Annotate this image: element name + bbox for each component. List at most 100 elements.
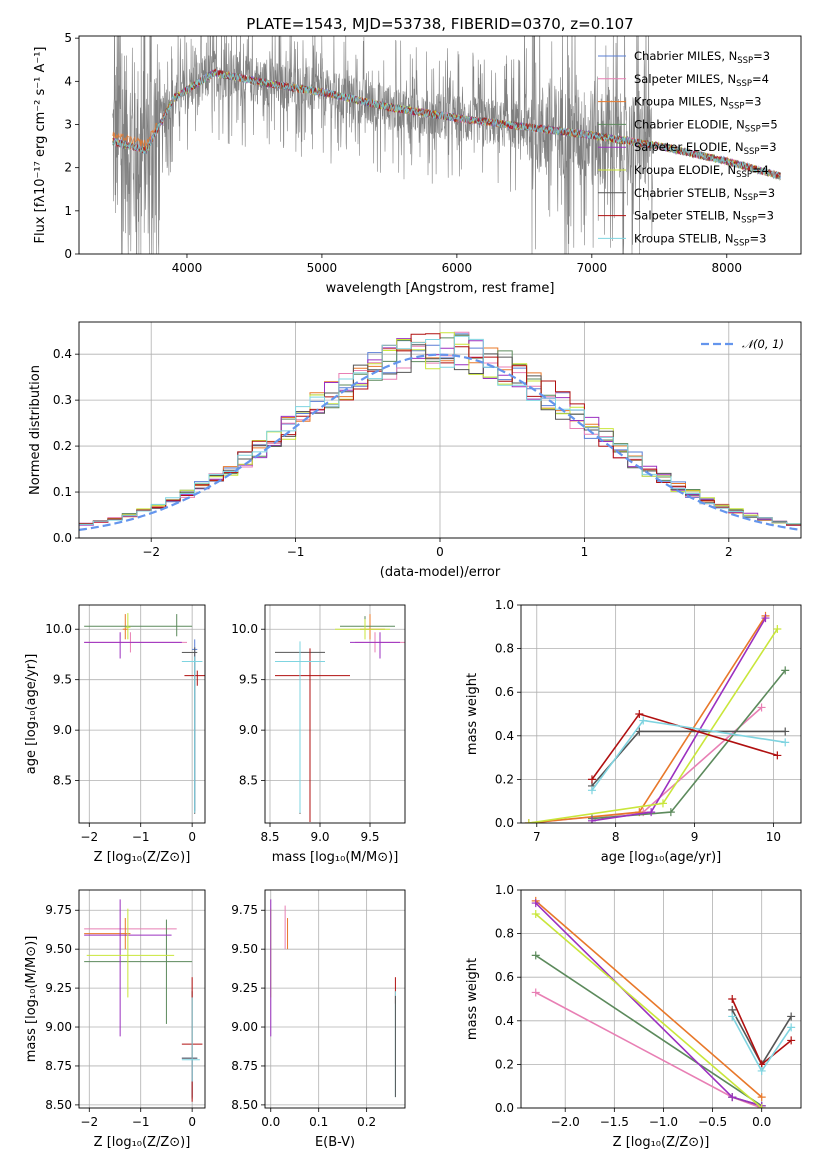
- x-tick-label: −1: [132, 830, 150, 844]
- mass-weight-marker-chabrier_elodie: [531, 951, 540, 960]
- legend-label-text: Kroupa MILES, N: [634, 95, 729, 109]
- mass_vs_EBV-plot: [270, 899, 396, 1098]
- x-tick-label: −1: [287, 545, 305, 559]
- y-tick-label: 9.75: [231, 903, 258, 917]
- age_vs_mass-axes: 8.5 9.0 9.5 8.5 9.0 9.5 10.0: [231, 605, 405, 844]
- y-tick-label: 8.75: [45, 1059, 72, 1073]
- y-tick-label: 0.2: [53, 439, 72, 453]
- mass-weight-marker-salpeter_stelib: [635, 710, 644, 718]
- mass-weight-marker-salpeter_elodie: [728, 1093, 737, 1102]
- age_vs_Z-xlabel: Z [log₁₀(Z/Z⊙)]: [94, 850, 191, 865]
- spectrum-ylabel: Flux [fλ10⁻¹⁷ erg cm⁻² s⁻¹ A⁻¹]: [33, 47, 48, 244]
- spectrum-plot: [112, 36, 781, 254]
- residuals-ylabel: Normed distribution: [28, 365, 43, 495]
- legend-label-text: Chabrier ELODIE, N: [634, 117, 745, 131]
- y-tick-label: 0.4: [53, 347, 72, 361]
- mass-weight-line-kroupa_elodie: [535, 913, 763, 1108]
- y-tick-label: 9.25: [45, 981, 72, 995]
- mw_vs_age-plot: [524, 611, 790, 823]
- legend-label: Salpeter ELODIE, NSSP=3: [634, 140, 777, 157]
- residuals-xlabel: (data-model)/error: [380, 565, 501, 580]
- x-tick-label: 1: [581, 545, 589, 559]
- mass-weight-line-kroupa_miles: [535, 900, 763, 1098]
- x-tick-label: 7000: [577, 261, 608, 275]
- mass-weight-marker-salpeter_miles: [757, 703, 766, 712]
- mass-weight-marker-kroupa_stelib: [728, 1012, 737, 1021]
- y-tick-label: 5: [64, 31, 72, 45]
- y-tick-label: 9.0: [53, 723, 72, 737]
- legend-label-text: Salpeter STELIB, N: [634, 209, 741, 223]
- residuals-legend: 𝒩(0, 1): [701, 337, 784, 351]
- legend-label: Chabrier MILES, NSSP=3: [634, 49, 770, 66]
- mass-weight-marker-salpeter_elodie: [531, 899, 540, 908]
- legend-label-text: Chabrier STELIB, N: [634, 186, 742, 200]
- x-tick-label: −1.5: [600, 1115, 629, 1129]
- mass_vs_Z-plot: [84, 899, 203, 1102]
- legend-label: Kroupa STELIB, NSSP=3: [634, 231, 766, 248]
- mass-weight-marker-salpeter_elodie: [587, 816, 596, 823]
- y-tick-label: 1.0: [495, 883, 514, 897]
- x-tick-label: −0.5: [698, 1115, 727, 1129]
- mass-weight-marker-salpeter_elodie: [647, 808, 656, 817]
- legend-label-eq: =3: [758, 186, 775, 200]
- x-tick-label: 0: [188, 830, 196, 844]
- legend-label-text: Salpeter MILES, N: [634, 72, 736, 86]
- y-tick-label: 1.0: [495, 598, 514, 612]
- x-tick-label: 0: [188, 1115, 196, 1129]
- mass-weight-marker-chabrier_stelib: [781, 727, 790, 736]
- y-tick-label: 0.1: [53, 485, 72, 499]
- mass-weight-line-chabrier_elodie: [535, 954, 763, 1107]
- age_vs_Z-frame: [78, 604, 206, 824]
- y-tick-label: 8.75: [231, 1059, 258, 1073]
- legend-label: 𝒩(0, 1): [742, 337, 784, 351]
- y-tick-label: 9.5: [239, 673, 258, 687]
- mass_vs_EBV-axes: 0.0 0.1 0.2 8.50 8.75 9.00 9.25 9.50 9.75: [231, 890, 405, 1129]
- spectrum-frame: [78, 35, 802, 255]
- y-tick-label: 10.0: [45, 622, 72, 636]
- mass-weight-marker-chabrier_elodie: [781, 666, 790, 675]
- mass-weight-marker-salpeter_miles: [531, 988, 540, 997]
- legend-label: Salpeter MILES, NSSP=4: [634, 72, 769, 89]
- mw_vs_Z-plot: [531, 896, 796, 1108]
- model-spectrum-kroupa_stelib: [112, 69, 781, 179]
- legend-label-eq: =3: [749, 231, 766, 245]
- mass-weight-line-salpeter_miles: [535, 991, 762, 1108]
- mass-weight-marker-kroupa_elodie: [524, 819, 533, 823]
- residuals-plot: [79, 331, 801, 531]
- y-tick-label: 4: [64, 74, 72, 88]
- figure-title: PLATE=1543, MJD=53738, FIBERID=0370, z=0…: [246, 15, 633, 33]
- y-tick-label: 0.4: [495, 1014, 514, 1028]
- mass-weight-marker-salpeter_stelib: [787, 1036, 796, 1045]
- y-tick-label: 0.6: [495, 685, 514, 699]
- legend-label-text: Kroupa ELODIE, N: [634, 163, 736, 177]
- legend-label-sub: SSP: [737, 56, 753, 66]
- y-tick-label: 9.75: [45, 903, 72, 917]
- mass-weight-marker-chabrier_stelib: [787, 1012, 796, 1021]
- normal-curve: [79, 353, 799, 531]
- x-tick-label: 8.5: [260, 830, 279, 844]
- mass_vs_EBV-frame: [264, 889, 406, 1109]
- mass_vs_Z-ylabel: mass [log₁₀(M/M⊙)]: [24, 936, 39, 1063]
- y-tick-label: 3: [64, 117, 72, 131]
- x-tick-label: 0.1: [309, 1115, 328, 1129]
- y-tick-label: 8.50: [231, 1098, 258, 1112]
- y-tick-label: 1: [64, 204, 72, 218]
- x-tick-label: −2: [142, 545, 160, 559]
- residuals-frame: [78, 321, 802, 539]
- y-tick-label: 0.8: [495, 927, 514, 941]
- legend-label-eq: =5: [761, 117, 778, 131]
- age_vs_Z-axes: −2 −1 0 8.5 9.0 9.5 10.0: [45, 605, 205, 844]
- x-tick-label: −1.0: [649, 1115, 678, 1129]
- spectrum-xlabel: wavelength [Angstrom, rest frame]: [326, 281, 555, 296]
- age_vs_Z-ylabel: age [log₁₀(age/yr)]: [24, 654, 39, 775]
- legend-label: Salpeter STELIB, NSSP=3: [634, 209, 774, 226]
- y-tick-label: 0.2: [495, 772, 514, 786]
- y-tick-label: 0: [64, 247, 72, 261]
- age_vs_mass-plot: [275, 614, 405, 822]
- x-tick-label: 5000: [307, 261, 338, 275]
- mass-weight-marker-kroupa_stelib: [587, 786, 596, 795]
- mass-weight-marker-kroupa_stelib: [781, 738, 790, 747]
- legend-label: Kroupa ELODIE, NSSP=4: [634, 163, 769, 180]
